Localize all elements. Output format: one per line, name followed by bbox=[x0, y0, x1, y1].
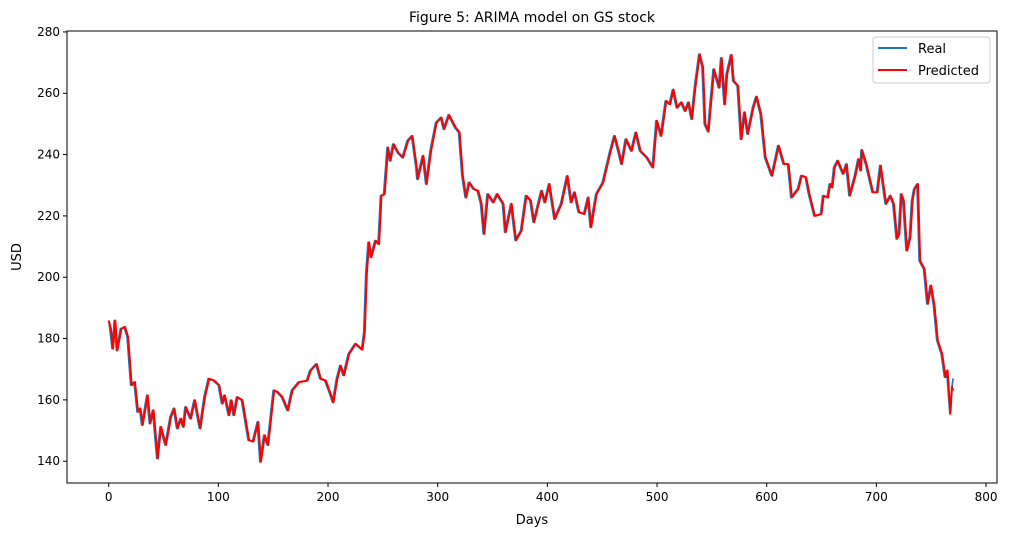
axes-frame bbox=[66, 30, 998, 484]
y-axis-ticks: 140 160 180 200 220 240 260 280 bbox=[37, 25, 67, 468]
x-tick-label: 800 bbox=[975, 490, 998, 504]
series-line-predicted bbox=[107, 53, 955, 463]
x-axis-label: Days bbox=[516, 513, 549, 528]
x-tick-label: 300 bbox=[426, 490, 449, 504]
x-tick-label: 700 bbox=[865, 490, 888, 504]
y-tick-label: 200 bbox=[37, 270, 60, 284]
y-tick-label: 220 bbox=[37, 209, 60, 223]
y-tick-label: 280 bbox=[37, 25, 60, 39]
x-tick-label: 100 bbox=[207, 490, 230, 504]
legend: Real Predicted bbox=[872, 36, 991, 84]
x-tick-label: 500 bbox=[646, 490, 669, 504]
y-tick-label: 180 bbox=[37, 332, 60, 346]
chart-title: Figure 5: ARIMA model on GS stock bbox=[409, 10, 656, 26]
x-tick-label: 400 bbox=[536, 490, 559, 504]
x-tick-label: 200 bbox=[317, 490, 340, 504]
y-tick-label: 160 bbox=[37, 393, 60, 407]
x-tick-label: 600 bbox=[755, 490, 778, 504]
y-axis-label: USD bbox=[10, 243, 25, 271]
plot-area bbox=[107, 53, 955, 463]
series-line-real bbox=[107, 53, 954, 463]
legend-label-real: Real bbox=[918, 42, 946, 57]
x-tick-label: 0 bbox=[105, 490, 113, 504]
y-tick-label: 140 bbox=[37, 454, 60, 468]
legend-label-predicted: Predicted bbox=[918, 64, 979, 79]
y-tick-label: 240 bbox=[37, 148, 60, 162]
x-axis-ticks: 0 100 200 300 400 500 600 700 800 bbox=[105, 483, 998, 504]
y-tick-label: 260 bbox=[37, 86, 60, 100]
